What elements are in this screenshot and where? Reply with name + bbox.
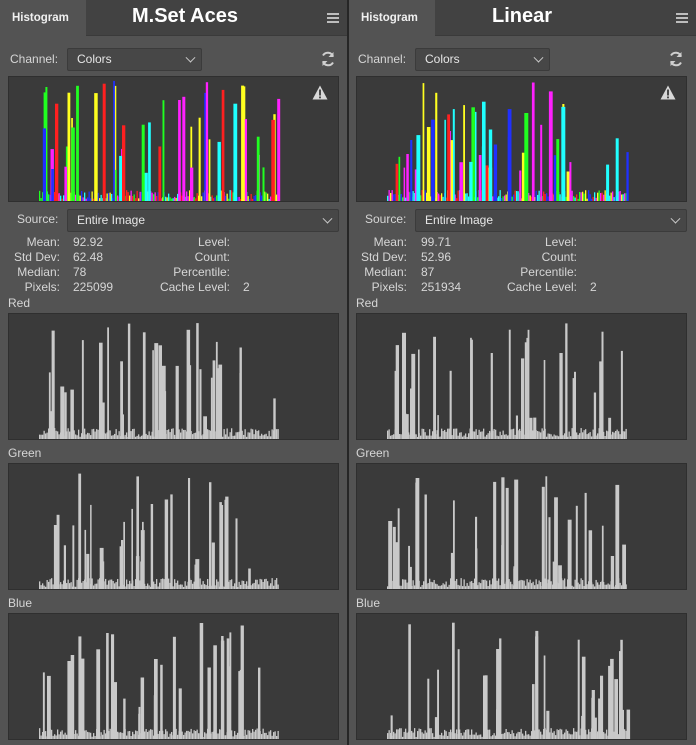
- pixels-value: 225099: [73, 280, 114, 294]
- document-title: Linear: [492, 5, 553, 27]
- red-channel-label: Red: [356, 296, 379, 310]
- green-histogram: [356, 463, 687, 590]
- std-dev-value: 62.48: [73, 250, 104, 264]
- cache-level-value: 2: [243, 280, 250, 294]
- channel-label: Channel:: [10, 52, 59, 66]
- mean-value: 92.92: [73, 235, 104, 249]
- std-dev-label: Std Dev:: [13, 250, 60, 264]
- green-histogram: [8, 463, 339, 590]
- pixels-value: 251934: [421, 280, 462, 294]
- median-label: Median:: [17, 265, 60, 279]
- mean-value: 99.71: [421, 235, 452, 249]
- channel-select[interactable]: Colors: [67, 48, 202, 71]
- chevron-down-icon: [533, 52, 544, 63]
- count-label: Count:: [194, 250, 230, 264]
- chevron-down-icon: [670, 213, 681, 224]
- source-select[interactable]: Entire Image: [67, 209, 339, 232]
- cache-level-label: Cache Level:: [506, 280, 577, 294]
- pixels-label: Pixels:: [24, 280, 60, 294]
- red-channel-label: Red: [8, 296, 31, 310]
- source-label: Source:: [365, 212, 407, 226]
- colors-histogram: [356, 76, 687, 202]
- std-dev-label: Std Dev:: [360, 250, 407, 264]
- chevron-down-icon: [322, 213, 333, 224]
- median-label: Median:: [364, 265, 407, 279]
- level-label: Level:: [197, 235, 230, 249]
- source-select[interactable]: Entire Image: [415, 209, 687, 232]
- percentile-label: Percentile:: [173, 265, 230, 279]
- panel-tabbar: Histogram Linear: [349, 0, 696, 36]
- channel-select-value: Colors: [77, 52, 112, 66]
- level-label: Level:: [544, 235, 577, 249]
- source-select-value: Entire Image: [77, 213, 146, 227]
- colors-histogram: [8, 76, 339, 202]
- red-histogram: [8, 313, 339, 440]
- channel-select[interactable]: Colors: [415, 48, 550, 71]
- tab-histogram[interactable]: Histogram: [349, 0, 435, 36]
- median-value: 78: [73, 265, 87, 279]
- median-value: 87: [421, 265, 435, 279]
- cache-level-value: 2: [590, 280, 597, 294]
- refresh-icon[interactable]: [319, 50, 337, 68]
- blue-histogram: [356, 613, 687, 740]
- count-label: Count:: [541, 250, 577, 264]
- channel-label: Channel:: [358, 52, 407, 66]
- blue-histogram: [8, 613, 339, 740]
- green-channel-label: Green: [8, 446, 42, 460]
- blue-channel-label: Blue: [8, 596, 33, 610]
- source-label: Source:: [17, 212, 59, 226]
- green-channel-label: Green: [356, 446, 390, 460]
- histogram-panel-right: Histogram Linear Channel: Colors Source:…: [349, 0, 696, 745]
- cache-level-label: Cache Level:: [159, 280, 230, 294]
- warning-icon[interactable]: [312, 85, 328, 100]
- std-dev-value: 52.96: [421, 250, 452, 264]
- warning-icon[interactable]: [660, 85, 676, 100]
- channel-select-value: Colors: [425, 52, 460, 66]
- blue-channel-label: Blue: [356, 596, 381, 610]
- panel-tabbar: Histogram M.Set Aces: [0, 0, 347, 36]
- refresh-icon[interactable]: [667, 50, 685, 68]
- mean-label: Mean:: [373, 235, 407, 249]
- pixels-label: Pixels:: [371, 280, 407, 294]
- hamburger-menu-icon[interactable]: [676, 13, 688, 23]
- red-histogram: [356, 313, 687, 440]
- mean-label: Mean:: [26, 235, 60, 249]
- chevron-down-icon: [185, 52, 196, 63]
- tab-histogram[interactable]: Histogram: [0, 0, 86, 36]
- source-select-value: Entire Image: [425, 213, 494, 227]
- histogram-panel-left: Histogram M.Set Aces Channel: Colors Sou…: [0, 0, 347, 745]
- hamburger-menu-icon[interactable]: [327, 13, 339, 23]
- percentile-label: Percentile:: [520, 265, 577, 279]
- document-title: M.Set Aces: [132, 5, 238, 27]
